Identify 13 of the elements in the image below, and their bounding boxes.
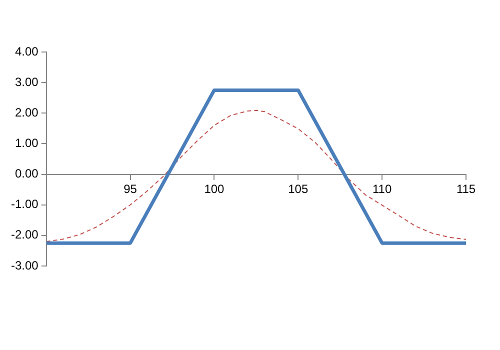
y-tick-label: -1.00 bbox=[10, 197, 39, 212]
y-tick-label: 0.00 bbox=[14, 166, 39, 181]
x-tick-label: 100 bbox=[204, 182, 225, 196]
y-tick-label: 3.00 bbox=[14, 74, 39, 89]
y-tick-label: 1.00 bbox=[14, 136, 39, 150]
y-tick-label: 2.00 bbox=[14, 105, 39, 120]
x-tick-label: 95 bbox=[124, 182, 138, 196]
x-tick-label: 115 bbox=[456, 182, 476, 196]
y-tick-label: -3.00 bbox=[10, 258, 39, 272]
x-tick-label: 110 bbox=[372, 182, 392, 196]
y-tick-label: 4.00 bbox=[14, 44, 39, 58]
y-tick-label: -2.00 bbox=[10, 228, 39, 242]
x-tick-label: 105 bbox=[288, 182, 308, 196]
